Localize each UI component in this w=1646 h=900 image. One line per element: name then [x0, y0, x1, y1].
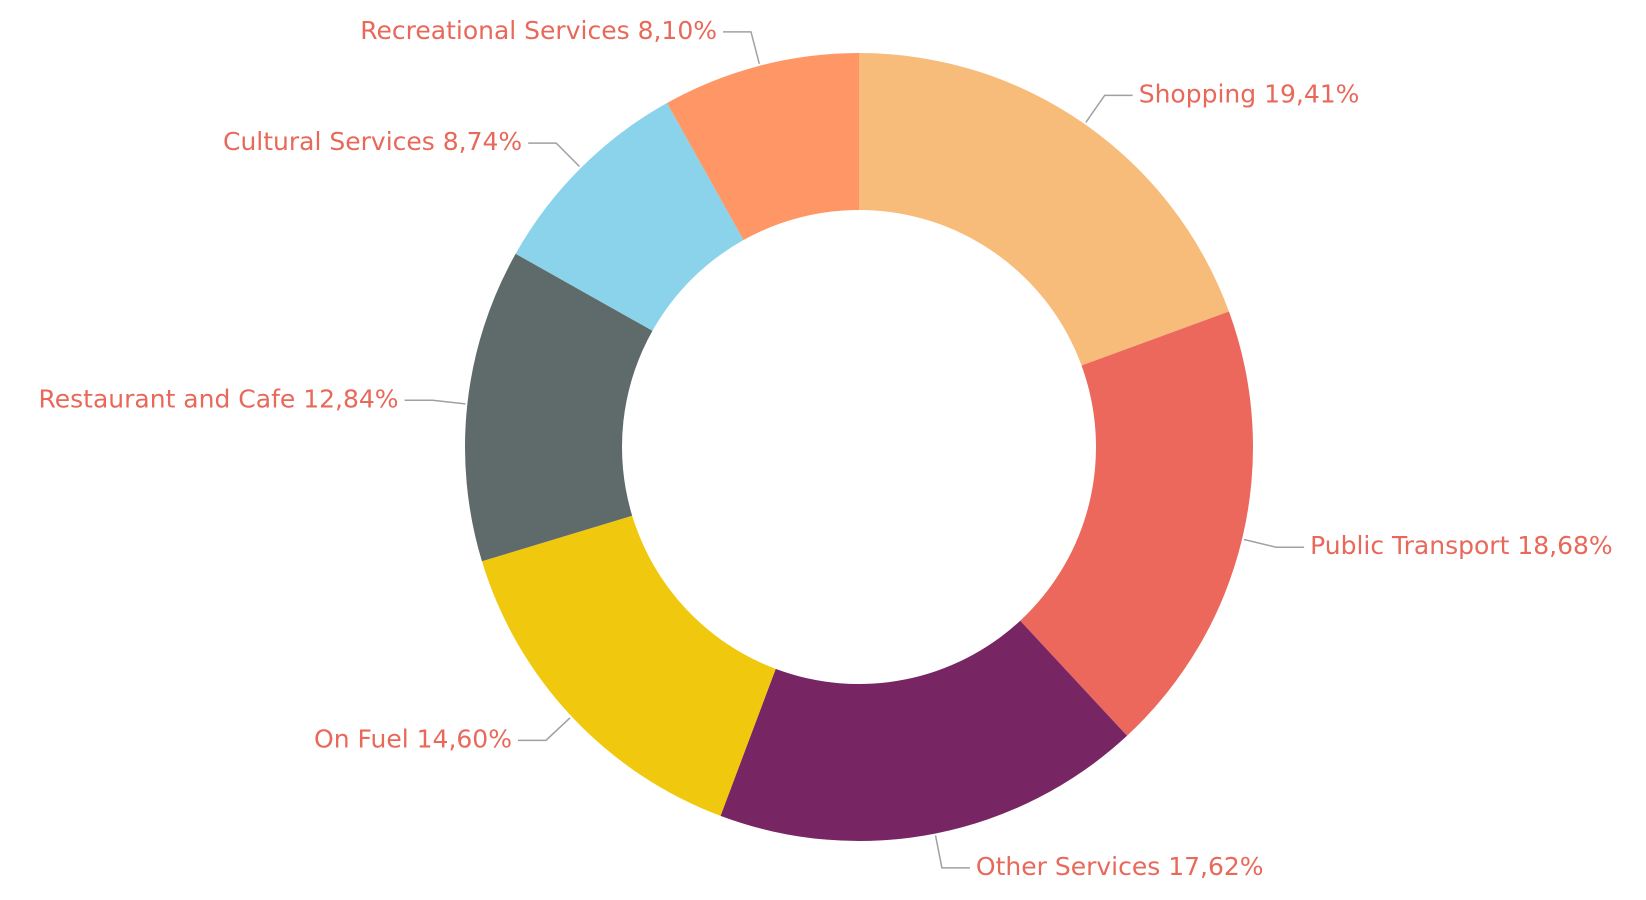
leader-line [1243, 538, 1305, 548]
leader-line [528, 142, 581, 168]
slice-name: Cultural Services [223, 127, 435, 156]
donut-slice [720, 620, 1128, 841]
slice-name: Shopping [1139, 79, 1256, 108]
donut-slice [464, 253, 653, 562]
donut-slice [515, 102, 744, 331]
slice-name: Public Transport [1310, 531, 1509, 560]
slice-value: 14,60% [417, 724, 512, 753]
slice-value: 19,41% [1264, 79, 1359, 108]
slice-label: Restaurant and Cafe 12,84% [39, 384, 399, 413]
leader-line [934, 835, 970, 869]
slice-value: 18,68% [1517, 531, 1612, 560]
slice-name: Restaurant and Cafe [39, 384, 296, 413]
slice-label: Cultural Services 8,74% [223, 127, 522, 156]
slice-value: 12,84% [303, 384, 398, 413]
donut-slice [667, 53, 859, 241]
slice-label: Other Services 17,62% [976, 852, 1264, 881]
slice-label: Public Transport 18,68% [1310, 531, 1613, 560]
donut-slice [859, 53, 1229, 366]
leader-line [517, 717, 571, 742]
slice-name: Recreational Services [360, 16, 629, 45]
slice-label: On Fuel 14,60% [314, 724, 512, 753]
donut-slice [1020, 311, 1253, 736]
slice-name: On Fuel [314, 724, 409, 753]
slice-label: Shopping 19,41% [1139, 79, 1360, 108]
slice-name: Other Services [976, 852, 1160, 881]
slice-value: 17,62% [1168, 852, 1263, 881]
slice-value: 8,10% [638, 16, 717, 45]
slice-label: Recreational Services 8,10% [360, 16, 717, 45]
slice-value: 8,74% [443, 127, 522, 156]
leader-line [404, 399, 466, 405]
leader-line [722, 31, 761, 64]
donut-slice [481, 515, 776, 816]
leader-line [1085, 94, 1133, 123]
